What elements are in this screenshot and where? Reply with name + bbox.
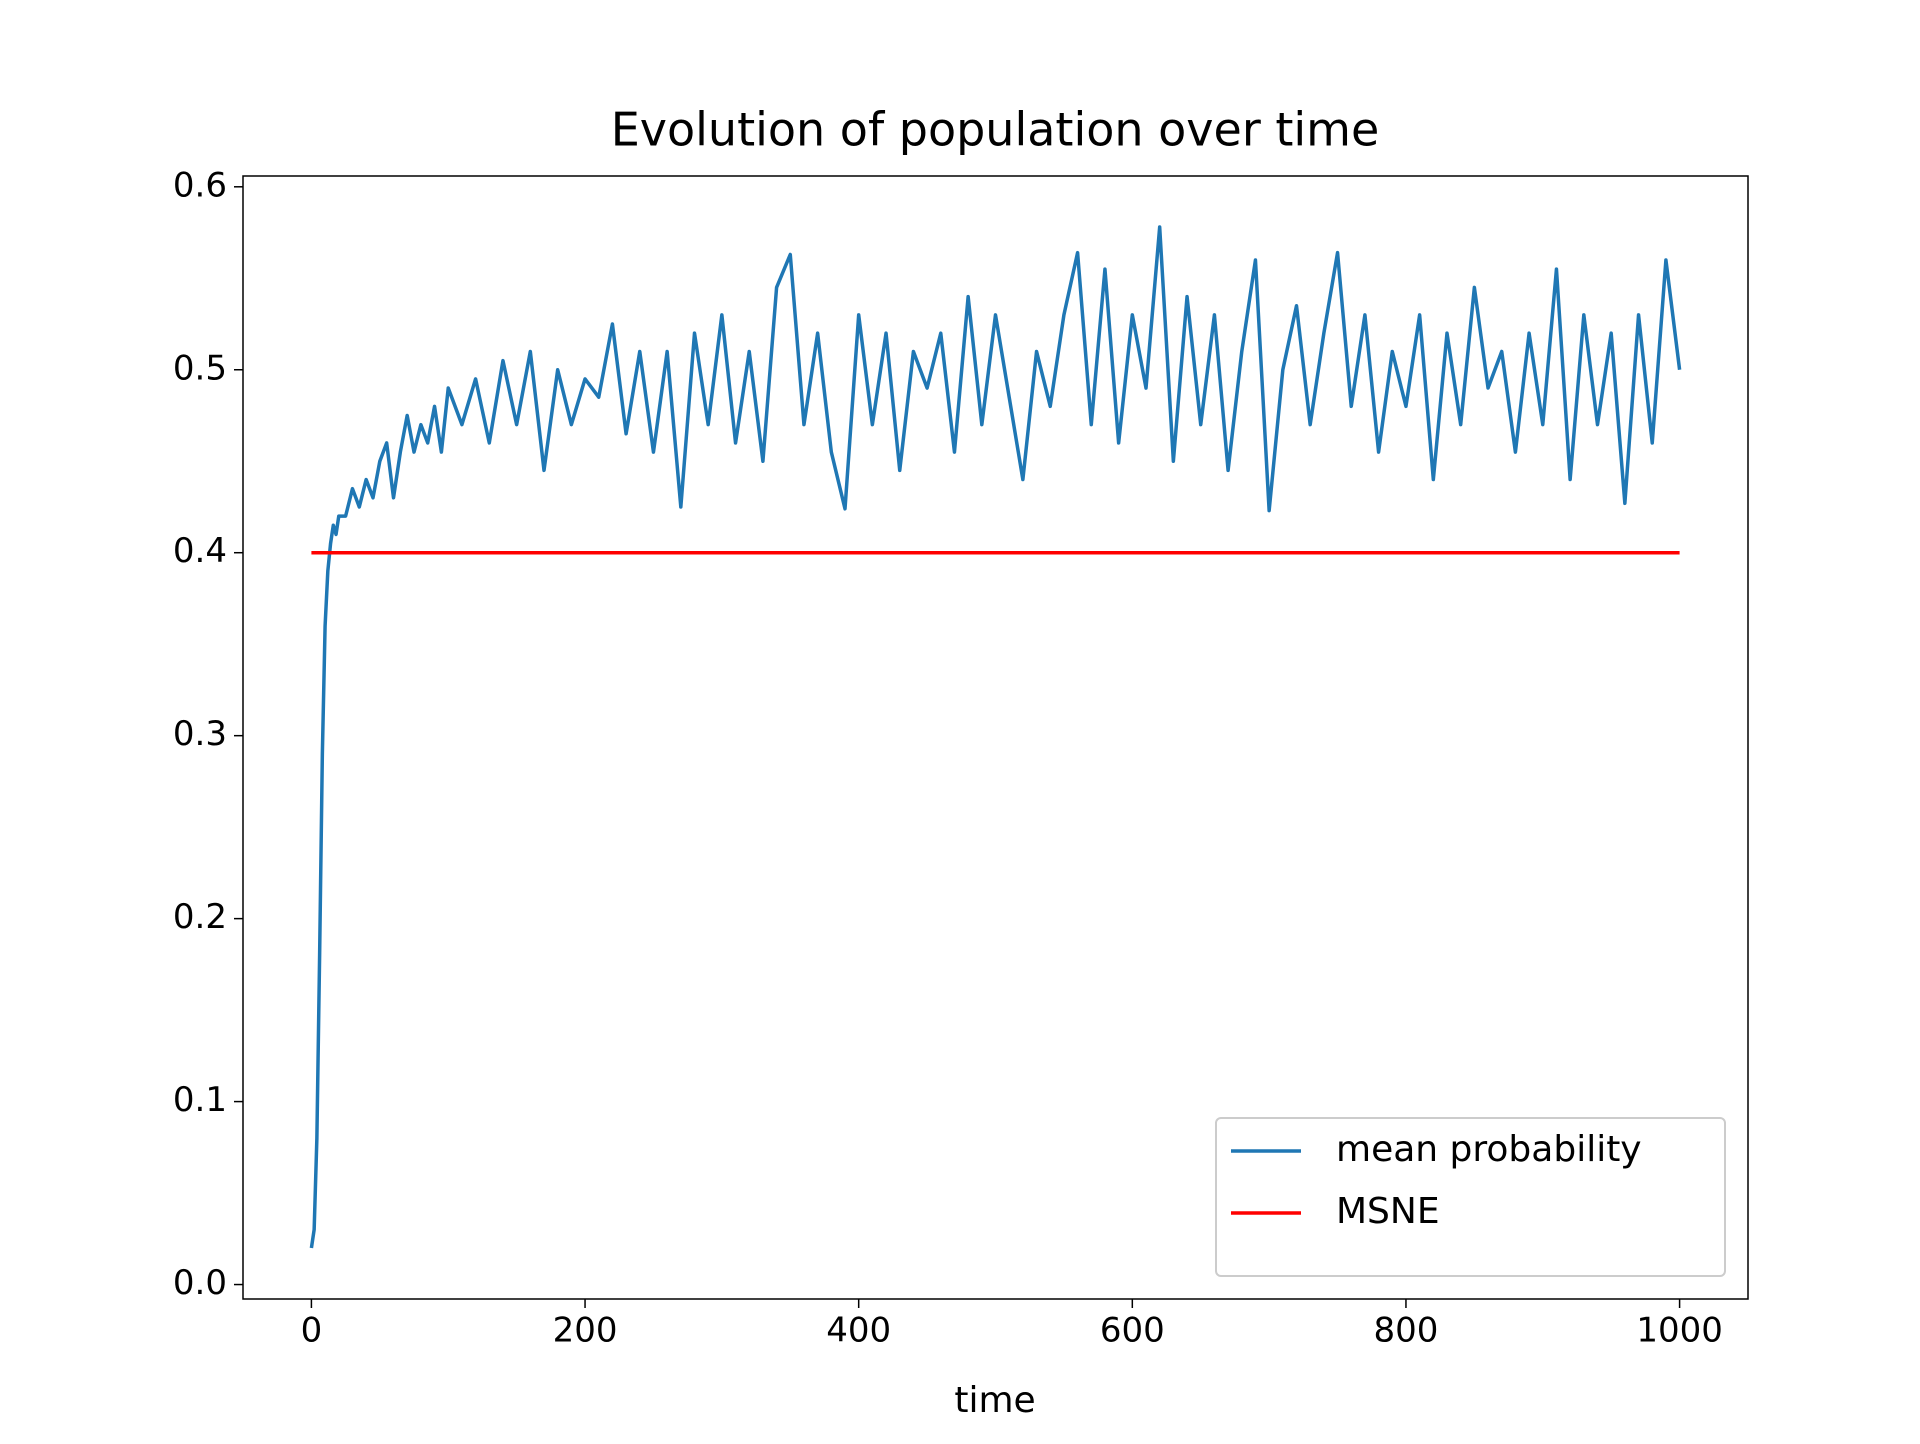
y-tick-label: 0.2 xyxy=(173,897,227,937)
y-tick-label: 0.5 xyxy=(173,348,227,388)
x-tick-label: 600 xyxy=(1100,1311,1165,1351)
legend-label: MSNE xyxy=(1336,1191,1440,1232)
x-tick-label: 200 xyxy=(553,1311,618,1351)
x-tick-label: 800 xyxy=(1374,1311,1439,1351)
y-tick-label: 0.3 xyxy=(173,714,227,754)
x-axis-label: time xyxy=(954,1380,1035,1421)
x-tick-label: 1000 xyxy=(1636,1311,1723,1351)
chart-title: Evolution of population over time xyxy=(611,103,1380,157)
y-tick-label: 0.4 xyxy=(173,531,227,571)
legend: mean probability MSNE xyxy=(1215,1117,1726,1277)
y-tick-label: 0.0 xyxy=(173,1263,227,1303)
legend-label: mean probability xyxy=(1336,1129,1642,1170)
y-tick-label: 0.1 xyxy=(173,1080,227,1120)
y-tick-label: 0.6 xyxy=(173,165,227,205)
data-line xyxy=(309,225,1682,1249)
x-tick-label: 400 xyxy=(826,1311,891,1351)
legend-box xyxy=(1215,1117,1726,1277)
plot-frame xyxy=(242,175,1749,1300)
x-tick-label: 0 xyxy=(301,1311,323,1351)
